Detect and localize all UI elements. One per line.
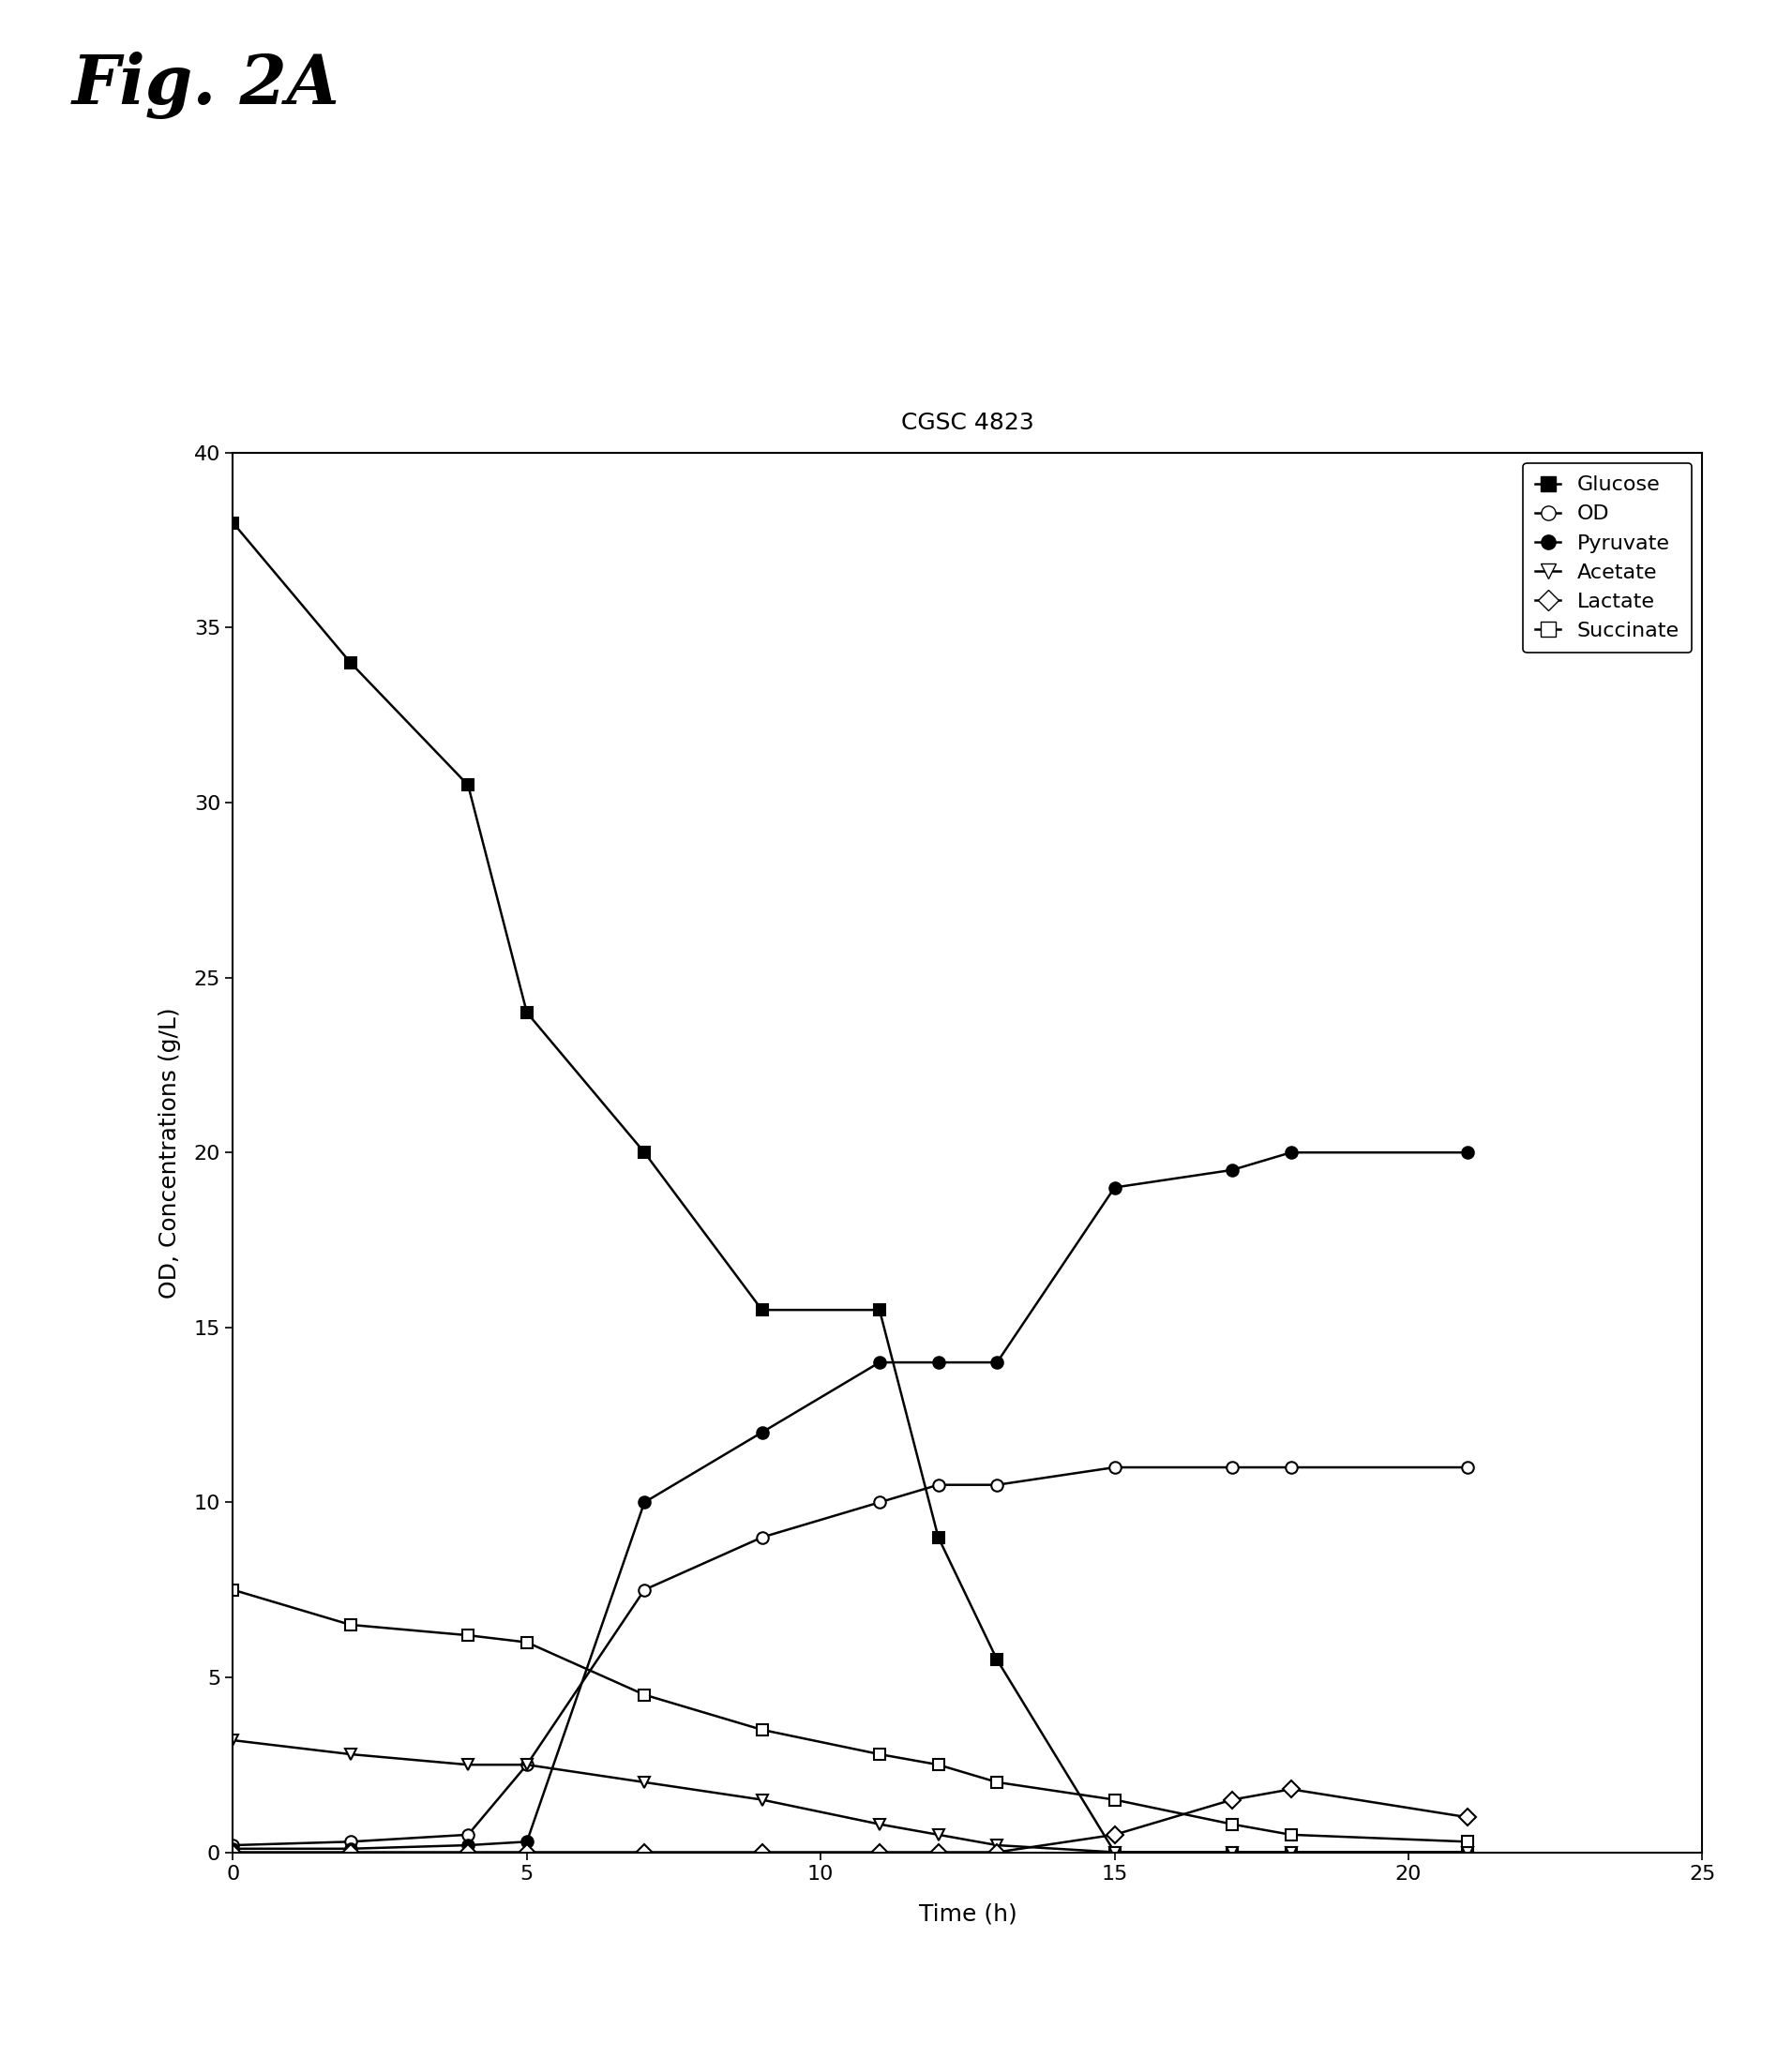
Glucose <box>457 772 478 796</box>
Pyruvate <box>222 1836 244 1860</box>
Glucose <box>869 1297 891 1321</box>
Lactate <box>222 1840 244 1865</box>
Acetate <box>1457 1840 1478 1865</box>
Pyruvate <box>1279 1140 1301 1165</box>
Succinate <box>340 1613 362 1638</box>
Pyruvate <box>1222 1157 1244 1181</box>
OD <box>1457 1455 1478 1480</box>
Pyruvate <box>1457 1140 1478 1165</box>
OD <box>222 1834 244 1858</box>
Acetate <box>634 1770 656 1795</box>
Succinate <box>457 1624 478 1648</box>
Acetate <box>869 1811 891 1836</box>
Lactate <box>986 1840 1007 1865</box>
Acetate <box>457 1751 478 1776</box>
Pyruvate <box>1104 1175 1125 1200</box>
OD <box>751 1525 772 1550</box>
Lactate <box>1457 1805 1478 1830</box>
OD <box>1222 1455 1244 1480</box>
Pyruvate <box>516 1830 538 1854</box>
Acetate <box>1222 1840 1244 1865</box>
OD <box>457 1823 478 1848</box>
Lactate <box>1104 1823 1125 1848</box>
Pyruvate <box>869 1350 891 1375</box>
OD <box>986 1471 1007 1496</box>
OD <box>340 1830 362 1854</box>
Pyruvate <box>634 1490 656 1515</box>
OD <box>1104 1455 1125 1480</box>
Succinate <box>869 1741 891 1766</box>
Title: CGSC 4823: CGSC 4823 <box>901 412 1034 434</box>
OD <box>516 1751 538 1776</box>
Acetate <box>1279 1840 1301 1865</box>
Acetate <box>1104 1840 1125 1865</box>
Succinate <box>634 1683 656 1708</box>
Glucose <box>928 1525 950 1550</box>
Succinate <box>1222 1811 1244 1836</box>
X-axis label: Time (h): Time (h) <box>919 1904 1016 1926</box>
Glucose <box>340 650 362 675</box>
Glucose <box>986 1646 1007 1671</box>
OD <box>634 1576 656 1601</box>
Lactate <box>634 1840 656 1865</box>
Line: Lactate: Lactate <box>228 1784 1473 1858</box>
Glucose <box>751 1297 772 1321</box>
Acetate <box>222 1729 244 1753</box>
Y-axis label: OD, Concentrations (g/L): OD, Concentrations (g/L) <box>158 1006 181 1299</box>
Succinate <box>222 1576 244 1601</box>
Acetate <box>928 1823 950 1848</box>
Succinate <box>516 1630 538 1655</box>
Succinate <box>1457 1830 1478 1854</box>
Succinate <box>1279 1823 1301 1848</box>
Lactate <box>1222 1786 1244 1811</box>
Acetate <box>516 1751 538 1776</box>
Line: Acetate: Acetate <box>228 1735 1473 1858</box>
Glucose <box>1457 1840 1478 1865</box>
Succinate <box>928 1751 950 1776</box>
Lactate <box>516 1840 538 1865</box>
Glucose <box>222 510 244 535</box>
Glucose <box>1104 1840 1125 1865</box>
Legend: Glucose, OD, Pyruvate, Acetate, Lactate, Succinate: Glucose, OD, Pyruvate, Acetate, Lactate,… <box>1523 463 1692 652</box>
Lactate <box>928 1840 950 1865</box>
Pyruvate <box>986 1350 1007 1375</box>
OD <box>928 1471 950 1496</box>
Lactate <box>869 1840 891 1865</box>
Pyruvate <box>340 1836 362 1860</box>
Glucose <box>516 1000 538 1025</box>
Succinate <box>751 1716 772 1741</box>
Glucose <box>1222 1840 1244 1865</box>
Glucose <box>634 1140 656 1165</box>
Lactate <box>751 1840 772 1865</box>
Glucose <box>1279 1840 1301 1865</box>
OD <box>869 1490 891 1515</box>
Lactate <box>457 1840 478 1865</box>
Acetate <box>340 1741 362 1766</box>
Pyruvate <box>928 1350 950 1375</box>
Acetate <box>751 1786 772 1811</box>
Succinate <box>1104 1786 1125 1811</box>
Pyruvate <box>457 1834 478 1858</box>
Line: Glucose: Glucose <box>228 517 1473 1858</box>
Acetate <box>986 1834 1007 1858</box>
Pyruvate <box>751 1420 772 1445</box>
OD <box>1279 1455 1301 1480</box>
Lactate <box>340 1840 362 1865</box>
Line: Succinate: Succinate <box>228 1585 1473 1848</box>
Lactate <box>1279 1776 1301 1801</box>
Text: Fig. 2A: Fig. 2A <box>72 51 340 119</box>
Succinate <box>986 1770 1007 1795</box>
Line: OD: OD <box>228 1461 1473 1850</box>
Line: Pyruvate: Pyruvate <box>228 1146 1473 1854</box>
